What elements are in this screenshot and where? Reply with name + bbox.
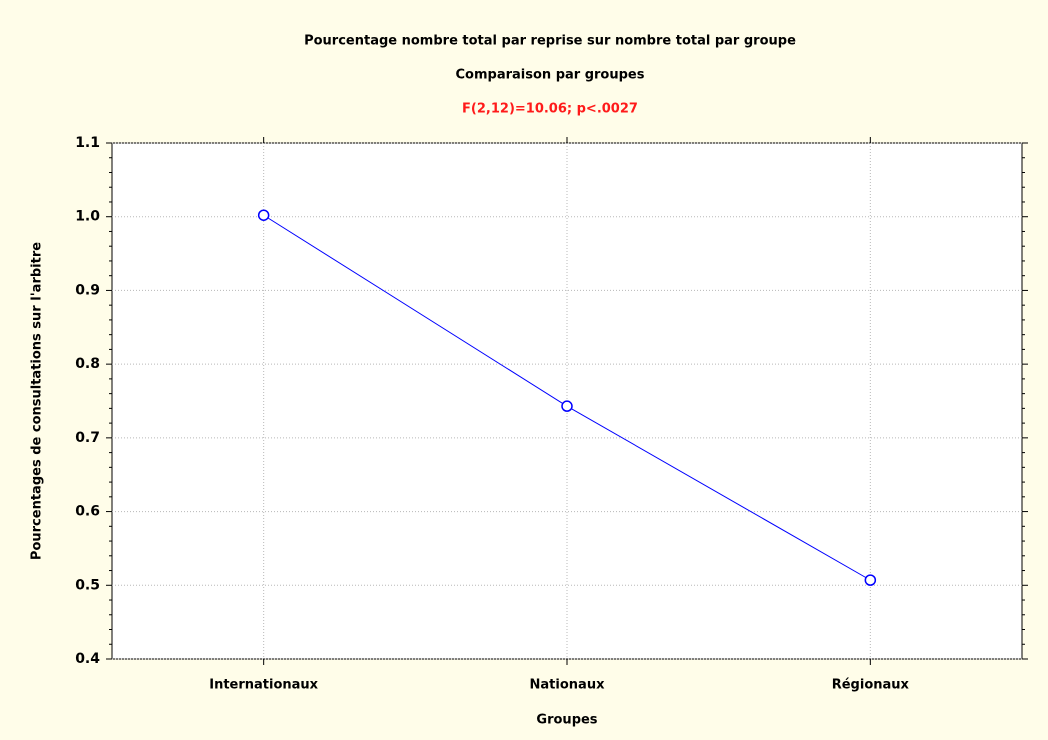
x-tick-label: Internationaux: [209, 678, 318, 693]
x-tick-label: Nationaux: [530, 678, 606, 693]
chart-title: Pourcentage nombre total par reprise sur…: [304, 34, 796, 49]
y-tick-label: 0.8: [75, 356, 100, 372]
x-tick-label: Régionaux: [832, 678, 910, 693]
marker: [257, 209, 270, 221]
chart-subtitle: Comparaison par groupes: [456, 68, 645, 83]
y-tick-label: 0.6: [75, 504, 100, 520]
plot-layer: 0.4 0.5 0.6 0.7 0.8 0.9 1.0 1.1 Internationaux Na…: [75, 135, 1028, 693]
marker: [864, 574, 877, 586]
y-tick-label: 0.7: [75, 430, 100, 446]
y-tick-label: 1.0: [75, 209, 100, 225]
x-axis-label: Groupes: [536, 713, 597, 728]
y-tick-label: 0.9: [75, 282, 100, 298]
y-axis-label: Pourcentages de consultations sur l'arbi…: [30, 242, 45, 560]
marker: [561, 400, 573, 412]
y-tick-label: 1.1: [75, 135, 100, 151]
annotation: F(2,12)=10.06; p<.0027: [462, 102, 638, 117]
y-tick-label: 0.5: [75, 577, 100, 593]
y-tick-label: 0.4: [75, 651, 100, 667]
